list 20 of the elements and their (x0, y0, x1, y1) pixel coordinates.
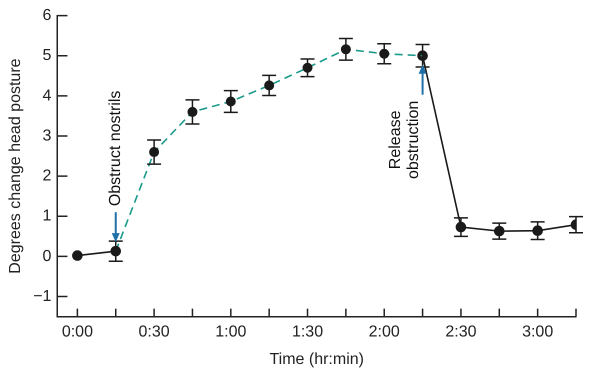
y-tick-label: 0 (42, 248, 52, 265)
y-tick-label: 5 (42, 47, 52, 64)
x-tick-label: 2:30 (445, 324, 477, 341)
y-tick-label: 1 (42, 208, 52, 225)
y-tick-label: −1 (33, 288, 52, 305)
y-tick-label: 3 (42, 127, 52, 144)
x-tick-label: 1:30 (292, 324, 324, 341)
x-tick-label: 2:00 (368, 324, 400, 341)
x-tick-label: 0:30 (138, 324, 170, 341)
annotation: Release obstruction (386, 100, 422, 179)
point (72, 250, 83, 261)
annotation: Obstruct nostrils (107, 90, 124, 206)
x-tick-label: 3:00 (522, 324, 554, 341)
y-tick-label: 6 (42, 7, 52, 24)
y-axis-title: Degrees change head posture (7, 58, 24, 274)
x-tick-label: 0:00 (62, 324, 94, 341)
y-tick-label: 2 (42, 168, 52, 185)
y-tick-label: 4 (42, 87, 52, 104)
x-tick-label: 1:00 (215, 324, 246, 341)
x-axis-title: Time (hr:min) (269, 350, 364, 368)
